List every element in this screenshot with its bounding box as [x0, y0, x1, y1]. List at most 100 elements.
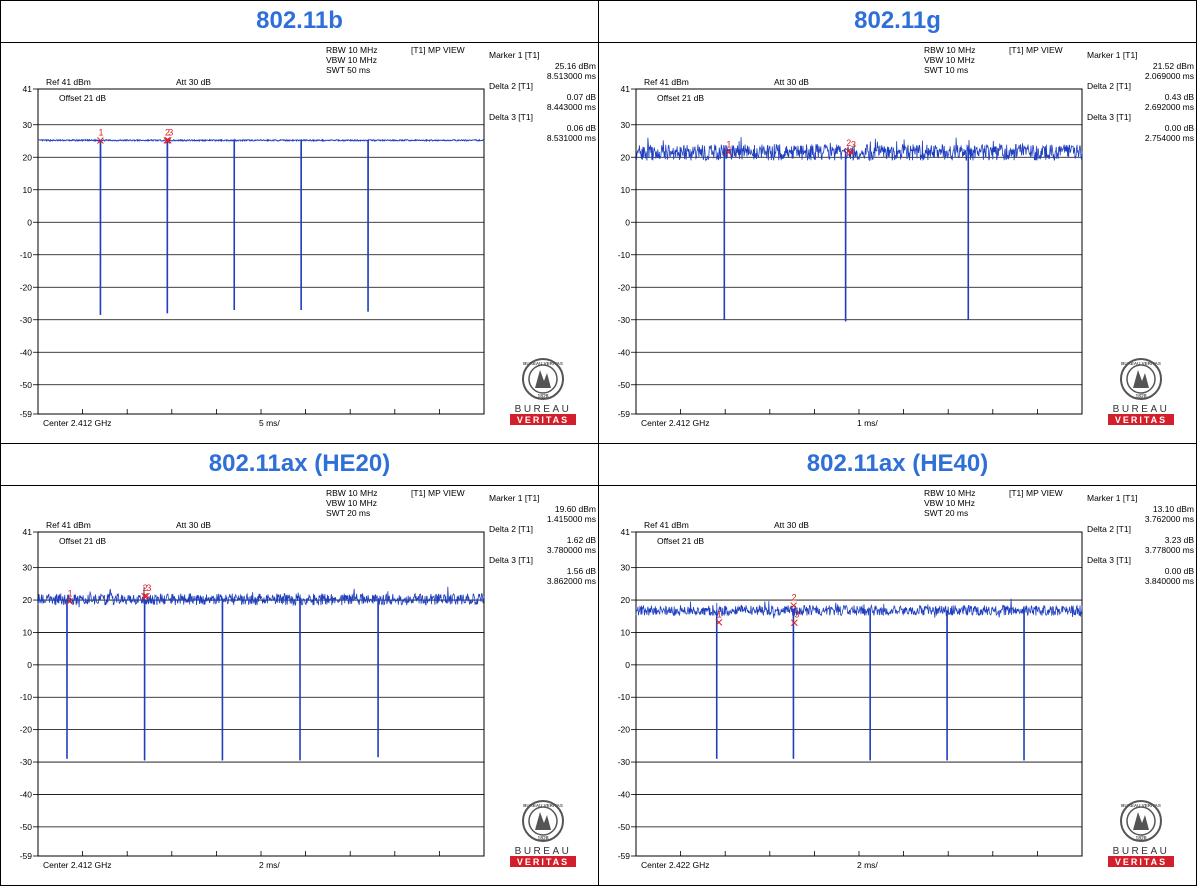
trace-mode-label: [T1] MP VIEW: [1009, 488, 1063, 498]
ref-level-label: Ref 41 dBm: [644, 77, 689, 87]
marker-readout-name: Marker 1 [T1]: [489, 493, 540, 503]
marker-readout-name: Delta 3 [T1]: [1087, 555, 1131, 565]
marker-label: 2: [846, 138, 851, 148]
marker-readout-value: 21.52 dBm: [1153, 61, 1194, 71]
logo-line2: VERITAS: [517, 857, 569, 867]
y-tick-label: 20: [23, 152, 33, 162]
marker-cross: [164, 136, 172, 144]
swt-label: SWT 10 ms: [924, 65, 968, 75]
panel-title: 802.11ax (HE20): [1, 444, 598, 486]
marker-readout-time: 3.862000 ms: [547, 576, 596, 586]
y-tick-label: -30: [20, 315, 33, 325]
marker-readout-name: Delta 3 [T1]: [489, 555, 533, 565]
marker-label: 3: [794, 610, 799, 620]
swt-label: SWT 20 ms: [924, 508, 968, 518]
y-tick-label: -30: [20, 757, 33, 767]
panel-title: 802.11ax (HE40): [599, 444, 1196, 486]
center-frequency-label: Center 2.412 GHz: [43, 418, 112, 428]
marker-cross: [724, 148, 732, 156]
marker-readout-time: 3.780000 ms: [547, 545, 596, 555]
logo-line1: BUREAU: [1113, 846, 1170, 857]
logo-seal-year: 1828: [537, 836, 548, 842]
plot-area: RBW 10 MHz VBW 10 MHz SWT 10 ms [T1] MP VIE…: [599, 43, 1196, 443]
panel-title: 802.11b: [1, 1, 598, 43]
panel-1: 802.11g RBW 10 MHz VBW 10 MHz SWT 10 ms [T1…: [598, 0, 1197, 444]
marker-label: 1: [726, 139, 731, 149]
y-tick-label: 20: [621, 595, 631, 605]
attenuation-label: Att 30 dB: [774, 520, 809, 530]
center-frequency-label: Center 2.422 GHz: [641, 860, 710, 870]
rbw-label: RBW 10 MHz: [326, 488, 377, 498]
y-tick-label: 20: [23, 595, 33, 605]
marker-readout-value: 19.60 dBm: [555, 504, 596, 514]
y-tick-label: -40: [20, 789, 33, 799]
marker-cross: [790, 602, 798, 609]
y-tick-label: 10: [621, 185, 631, 195]
offset-label: Offset 21 dB: [657, 536, 704, 546]
marker-readout-value: 0.43 dB: [1165, 92, 1195, 102]
y-tick-label: 41: [23, 84, 33, 94]
vbw-label: VBW 10 MHz: [924, 498, 975, 508]
marker-cross: [715, 619, 723, 626]
logo-seal-figure: [1133, 370, 1149, 388]
marker-readout-time: 3.762000 ms: [1145, 514, 1194, 524]
marker-cross: [143, 592, 150, 600]
marker-readout-time: 3.778000 ms: [1145, 545, 1194, 555]
ref-level-label: Ref 41 dBm: [46, 77, 91, 87]
marker-label: 2: [792, 593, 797, 603]
ref-level-label: Ref 41 dBm: [644, 520, 689, 530]
y-tick-label: 0: [27, 660, 32, 670]
logo-seal-figure: [1133, 812, 1149, 830]
y-tick-label: -10: [618, 250, 631, 260]
trace-line: [37, 586, 485, 761]
rbw-label: RBW 10 MHz: [924, 45, 975, 55]
offset-label: Offset 21 dB: [59, 93, 106, 103]
plot-area: RBW 10 MHz VBW 10 MHz SWT 20 ms [T1] MP VIE…: [599, 486, 1196, 885]
y-tick-label: 30: [621, 120, 631, 130]
y-tick-label: -50: [618, 380, 631, 390]
vbw-label: VBW 10 MHz: [326, 55, 377, 65]
marker-readout-time: 8.443000 ms: [547, 102, 596, 112]
logo-line2: VERITAS: [1115, 857, 1167, 867]
marker-label: 1: [717, 609, 722, 619]
logo-line2: VERITAS: [517, 415, 569, 425]
y-tick-label: -30: [618, 757, 631, 767]
marker-readout-value: 3.23 dB: [1165, 535, 1195, 545]
center-frequency-label: Center 2.412 GHz: [43, 860, 112, 870]
logo-seal-year: 1828: [537, 394, 548, 400]
y-tick-label: -59: [618, 409, 631, 419]
y-tick-label: 41: [621, 527, 631, 537]
ref-level-label: Ref 41 dBm: [46, 520, 91, 530]
marker-readout-value: 25.16 dBm: [555, 61, 596, 71]
panel-title: 802.11g: [599, 1, 1196, 43]
attenuation-label: Att 30 dB: [176, 520, 211, 530]
marker-readout-name: Marker 1 [T1]: [1087, 50, 1138, 60]
logo-seal-year: 1828: [1135, 394, 1146, 400]
logo-line1: BUREAU: [515, 846, 572, 857]
y-tick-label: -20: [20, 725, 33, 735]
trace-line: [37, 138, 485, 315]
marker-cross: [163, 136, 171, 144]
marker-readout-time: 8.513000 ms: [547, 71, 596, 81]
marker-readout-time: 1.415000 ms: [547, 514, 596, 524]
y-tick-label: -30: [618, 315, 631, 325]
logo-seal-year: 1828: [1135, 836, 1146, 842]
marker-label: 2: [143, 583, 148, 593]
rbw-label: RBW 10 MHz: [924, 488, 975, 498]
y-tick-label: 0: [625, 660, 630, 670]
y-tick-label: -40: [618, 789, 631, 799]
logo-seal-text: BUREAU VERITAS: [1121, 803, 1161, 808]
marker-readout-time: 2.754000 ms: [1145, 133, 1194, 143]
logo-seal-text: BUREAU VERITAS: [1121, 361, 1161, 366]
y-tick-label: -10: [20, 250, 33, 260]
y-tick-label: -20: [618, 282, 631, 292]
y-tick-label: 0: [27, 217, 32, 227]
y-tick-label: -10: [20, 692, 33, 702]
panel-0: 802.11b RBW 10 MHz VBW 10 MHz SWT 50 ms [T1…: [0, 0, 599, 444]
